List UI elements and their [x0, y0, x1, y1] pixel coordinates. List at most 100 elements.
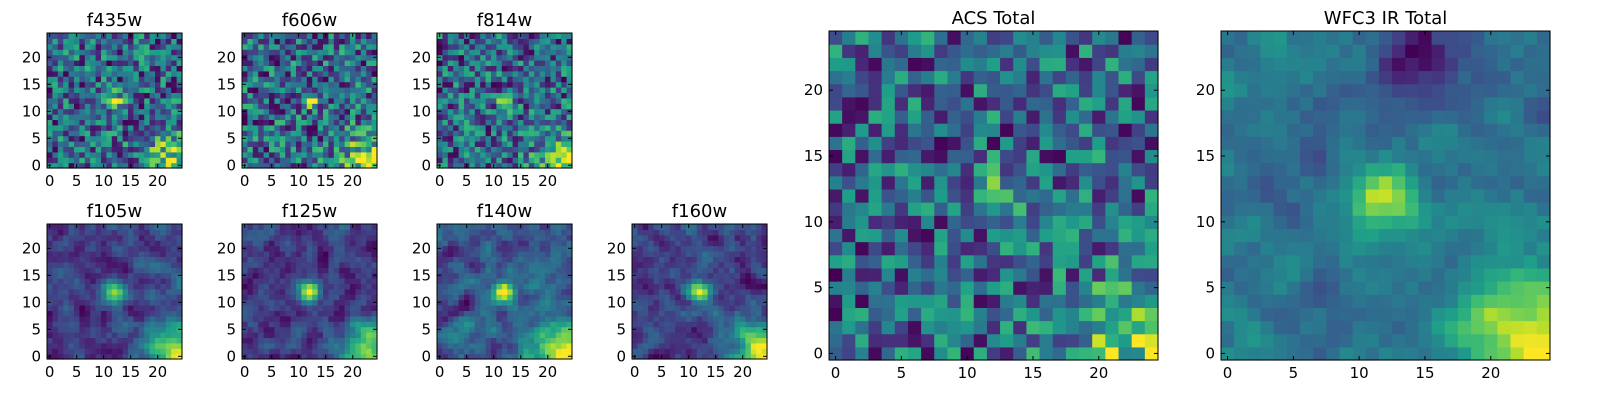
heatmap-cell: [117, 157, 124, 164]
heatmap-cell: [512, 240, 519, 247]
heatmap-cell: [258, 54, 265, 61]
heatmap-cell: [761, 240, 768, 247]
heatmap-cell: [986, 281, 1001, 295]
heatmap-cell: [95, 162, 102, 169]
heatmap-cell: [523, 54, 530, 61]
heatmap-cell: [155, 272, 161, 279]
heatmap-cell: [122, 261, 129, 268]
heatmap-cell: [485, 321, 492, 328]
heatmap-cell: [301, 256, 308, 263]
heatmap-cell: [312, 151, 319, 158]
heatmap-cell: [729, 272, 736, 279]
heatmap-cell: [366, 49, 373, 56]
heatmap-cell: [149, 114, 156, 120]
heatmap-cell: [263, 337, 270, 344]
heatmap-cell: [458, 305, 465, 311]
heatmap-cell: [317, 315, 324, 322]
heatmap-cell: [247, 60, 254, 66]
heatmap-cell: [165, 97, 172, 104]
heatmap-cell: [371, 261, 378, 268]
heatmap-cell: [355, 97, 362, 104]
heatmap-cell: [729, 326, 736, 333]
heatmap-cell: [63, 141, 70, 147]
heatmap-cell: [480, 245, 487, 252]
heatmap-cell: [723, 272, 730, 279]
heatmap-cell: [702, 261, 709, 268]
heatmap-cell: [855, 281, 870, 295]
heatmap-cell: [469, 229, 476, 236]
heatmap-cell: [1144, 162, 1159, 177]
heatmap-cell: [539, 305, 546, 311]
heatmap-cell: [84, 348, 91, 355]
heatmap-cell: [637, 299, 644, 306]
heatmap-cell: [165, 130, 172, 137]
heatmap-cell: [718, 332, 725, 338]
heatmap-cell: [57, 103, 64, 110]
heatmap-cell: [491, 321, 497, 328]
heatmap-cell: [686, 283, 692, 290]
heatmap-cell: [566, 288, 573, 295]
heatmap-cell: [111, 245, 118, 252]
heatmap-cell: [79, 119, 86, 126]
heatmap-cell: [539, 151, 546, 158]
heatmap-cell: [360, 288, 367, 295]
heatmap-cell: [545, 234, 551, 241]
heatmap-cell: [323, 332, 329, 338]
heatmap-cell: [355, 315, 362, 322]
heatmap-cell: [469, 146, 476, 153]
heatmap-cell: [339, 119, 346, 126]
heatmap-cell: [165, 278, 172, 284]
heatmap-cell: [285, 81, 292, 88]
heatmap-cell: [637, 310, 644, 317]
heatmap-cell: [252, 135, 259, 142]
heatmap-cell: [648, 315, 655, 322]
heatmap-cell: [133, 283, 140, 290]
heatmap-cell: [437, 234, 443, 241]
heatmap-cell: [111, 353, 118, 360]
heatmap-cell: [285, 342, 292, 349]
heatmap-cell: [528, 146, 535, 153]
heatmap-cell: [637, 256, 644, 263]
heatmap-cell: [507, 43, 514, 50]
heatmap-cell: [333, 321, 340, 328]
heatmap-cell: [312, 92, 319, 99]
heatmap-cell: [165, 234, 172, 241]
heatmap-cell: [160, 114, 167, 120]
heatmap-cell: [106, 353, 113, 360]
heatmap-cell: [165, 87, 172, 93]
heatmap-cell: [312, 278, 319, 284]
heatmap-cell: [528, 92, 535, 99]
heatmap-cell: [279, 92, 286, 99]
heatmap-cell: [339, 278, 346, 284]
heatmap-cell: [258, 283, 265, 290]
heatmap-cell: [333, 65, 340, 72]
y-tick-label: 20: [22, 48, 41, 66]
heatmap-cell: [539, 240, 546, 247]
heatmap-cell: [339, 321, 346, 328]
heatmap-cell: [528, 234, 535, 241]
heatmap-cell: [659, 332, 665, 338]
heatmap-cell: [718, 272, 725, 279]
heatmap-cell: [686, 310, 692, 317]
heatmap-cell: [339, 272, 346, 279]
heatmap-cell: [474, 315, 481, 322]
heatmap-cell: [550, 130, 557, 137]
heatmap-cell: [138, 70, 145, 77]
heatmap-cell: [339, 81, 346, 88]
heatmap-cell: [57, 267, 64, 274]
heatmap-cell: [702, 245, 709, 252]
heatmap-cell: [986, 188, 1001, 203]
heatmap-cell: [729, 283, 736, 290]
heatmap-cell: [242, 278, 248, 284]
heatmap-cell: [84, 321, 91, 328]
heatmap-cell: [566, 43, 573, 50]
heatmap-cell: [296, 267, 302, 274]
heatmap-cell: [101, 60, 107, 66]
heatmap-cell: [442, 130, 449, 137]
heatmap-cell: [252, 278, 259, 284]
heatmap-cell: [447, 108, 454, 115]
heatmap-cell: [740, 305, 746, 311]
heatmap-cell: [68, 294, 75, 301]
heatmap-cell: [366, 151, 373, 158]
heatmap-cell: [1118, 333, 1133, 348]
